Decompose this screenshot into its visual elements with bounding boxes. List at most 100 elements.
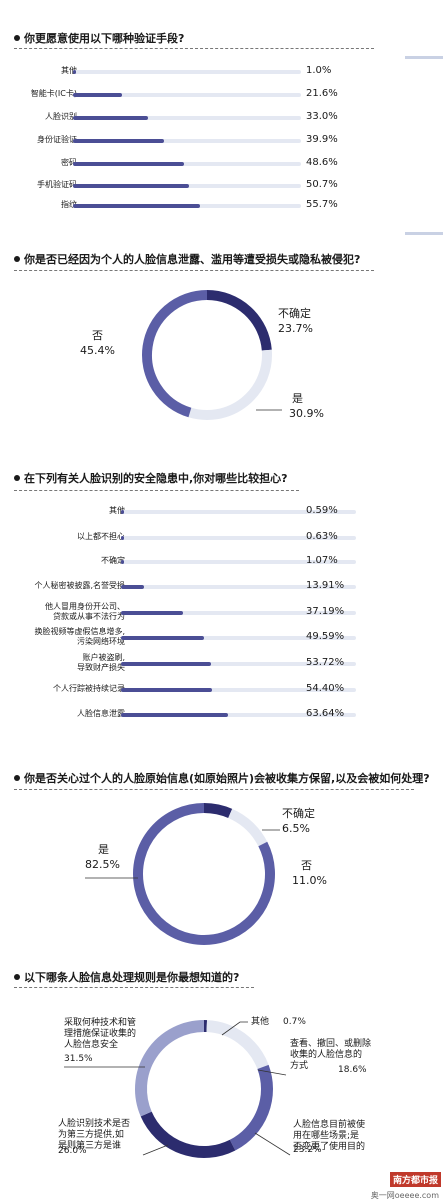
bar-row: 指纹 55.7% <box>0 198 443 218</box>
donut-label: 45.4% <box>80 344 115 357</box>
donut-label: 不确定 <box>282 806 315 820</box>
donut-label: 26.0% <box>58 1146 87 1156</box>
bar-value: 1.07% <box>306 555 338 566</box>
bar-value: 13.91% <box>306 580 345 591</box>
leader-line <box>142 1144 169 1156</box>
q3-title-text: 在下列有关人脸识别的安全隐患中,你对哪些比较担心? <box>24 472 288 485</box>
bar <box>121 510 124 514</box>
bar-track <box>73 116 301 120</box>
donut-label: 0.7% <box>283 1017 306 1027</box>
bar <box>121 536 124 540</box>
donut-label: 31.5% <box>64 1054 93 1064</box>
bar-row: 个人行踪被持续记录 54.40% <box>0 682 443 702</box>
bar-track <box>73 93 301 97</box>
q2-divider <box>14 270 374 271</box>
bar <box>73 204 200 208</box>
donut-label: 是 <box>292 392 303 405</box>
leader-line <box>221 1021 248 1036</box>
donut-label: 30.9% <box>289 407 324 420</box>
bar-value: 50.7% <box>306 179 338 190</box>
donut-slice <box>229 1064 273 1151</box>
bar <box>121 662 212 666</box>
bar-value: 55.7% <box>306 199 338 210</box>
bar-row: 个人秘密被披露,名誉受损 13.91% <box>0 579 443 599</box>
bar-label: 身份证验证 <box>37 135 77 144</box>
bar <box>121 713 228 717</box>
donut-label: 人脸信息目前被使用在哪些场景;是否变更了使用目的 <box>293 1118 365 1152</box>
donut-label: 否 <box>92 329 103 342</box>
bar-value: 37.19% <box>306 606 345 617</box>
bar-track <box>73 184 301 188</box>
bar-label: 以上都不担心 <box>77 532 125 541</box>
bar-track <box>121 560 356 564</box>
bar <box>121 560 124 564</box>
bar-value: 53.72% <box>306 657 345 668</box>
q5-title: 以下哪条人脸信息处理规则是你最想知道的? <box>14 969 239 985</box>
leader-line <box>254 1132 291 1156</box>
bar-value: 33.0% <box>306 111 338 122</box>
bar-track <box>73 70 301 74</box>
bar-label: 其他 <box>61 66 77 75</box>
donut-slice <box>228 808 268 847</box>
donut-label: 采取何种技术和管理措施保证收集的人脸信息安全 <box>64 1016 136 1050</box>
q1-title: 你更愿意使用以下哪种验证手段? <box>14 30 184 46</box>
bar-track <box>121 536 356 540</box>
q2-donut-chart: 不确定 23.7% 是 30.9% 否 45.4% <box>80 290 324 420</box>
bar-track <box>121 713 356 717</box>
bar-row: 账户被盗刷, 导致财产损失 53.72% <box>0 653 443 676</box>
bullet-icon <box>14 256 20 262</box>
bar-value: 48.6% <box>306 157 338 168</box>
bar <box>121 688 213 692</box>
q4-title: 你是否关心过个人的人脸原始信息(如原始照片)会被收集方保留,以及会被如何处理? <box>14 770 430 786</box>
bar-row: 不确定 1.07% <box>0 554 443 574</box>
q1-divider <box>14 48 374 49</box>
bar-track <box>73 139 301 143</box>
bar-track <box>121 510 356 514</box>
bar <box>121 585 145 589</box>
bar-track <box>121 662 356 666</box>
bar-value: 63.64% <box>306 708 345 719</box>
decor-accent <box>405 232 443 235</box>
donut-label: 23.2% <box>293 1145 322 1155</box>
donut-label: 不确定 <box>278 306 311 320</box>
donut-slice <box>206 290 272 351</box>
bar-row: 其他 0.59% <box>0 504 443 524</box>
donut-label: 否 <box>301 859 312 872</box>
bar <box>73 162 184 166</box>
bar-row: 其他 1.0% <box>0 64 443 84</box>
bar-label: 换脸视频等虚假信息增多, 污染网络环境 <box>34 627 125 646</box>
donut-label: 查看、撤回、或删除收集的人脸信息的方式 <box>290 1037 371 1071</box>
donut-slice <box>188 349 272 420</box>
bar-label: 他人冒用身份开公司、 贷款或从事不法行为 <box>45 602 125 621</box>
leader-line <box>257 1069 287 1076</box>
bar-value: 49.59% <box>306 631 345 642</box>
donut-label: 11.0% <box>292 874 327 887</box>
q5-divider <box>14 987 254 988</box>
bullet-icon <box>14 775 20 781</box>
q4-divider <box>14 789 414 790</box>
q4-donut-chart: 不确定 6.5% 否 11.0% 是 82.5% <box>85 803 327 945</box>
q5-donut-chart: 其他 0.7% 查看、撤回、或删除收集的人脸信息的方式 18.6% 人脸信息目前被使用在… <box>58 1015 371 1158</box>
bullet-icon <box>14 475 20 481</box>
bar <box>73 116 149 120</box>
bar-label: 人脸信息泄露 <box>77 709 125 718</box>
donut-label: 是 <box>98 843 109 856</box>
newspaper-logo: 南方都市报 <box>389 1172 441 1187</box>
bar-value: 39.9% <box>306 134 338 145</box>
q5-title-text: 以下哪条人脸信息处理规则是你最想知道的? <box>24 971 240 984</box>
bar-row: 身份证验证 39.9% <box>0 133 443 153</box>
bar-row: 密码 48.6% <box>0 156 443 176</box>
bar-label: 账户被盗刷, 导致财产损失 <box>77 653 125 672</box>
bar-label: 不确定 <box>101 556 125 565</box>
q1-title-text: 你更愿意使用以下哪种验证手段? <box>24 32 185 45</box>
bar-row: 手机验证码 50.7% <box>0 178 443 198</box>
donut-slice <box>133 803 275 945</box>
q2-title-text: 你是否已经因为个人的人脸信息泄露、滥用等遭受损失或隐私被侵犯? <box>24 253 361 266</box>
donut-slice <box>203 803 233 819</box>
donut-label: 82.5% <box>85 858 120 871</box>
bullet-icon <box>14 35 20 41</box>
bar-value: 54.40% <box>306 683 345 694</box>
bar-row: 换脸视频等虚假信息增多, 污染网络环境 49.59% <box>0 627 443 650</box>
bar <box>73 139 164 143</box>
bar-track <box>121 585 356 589</box>
